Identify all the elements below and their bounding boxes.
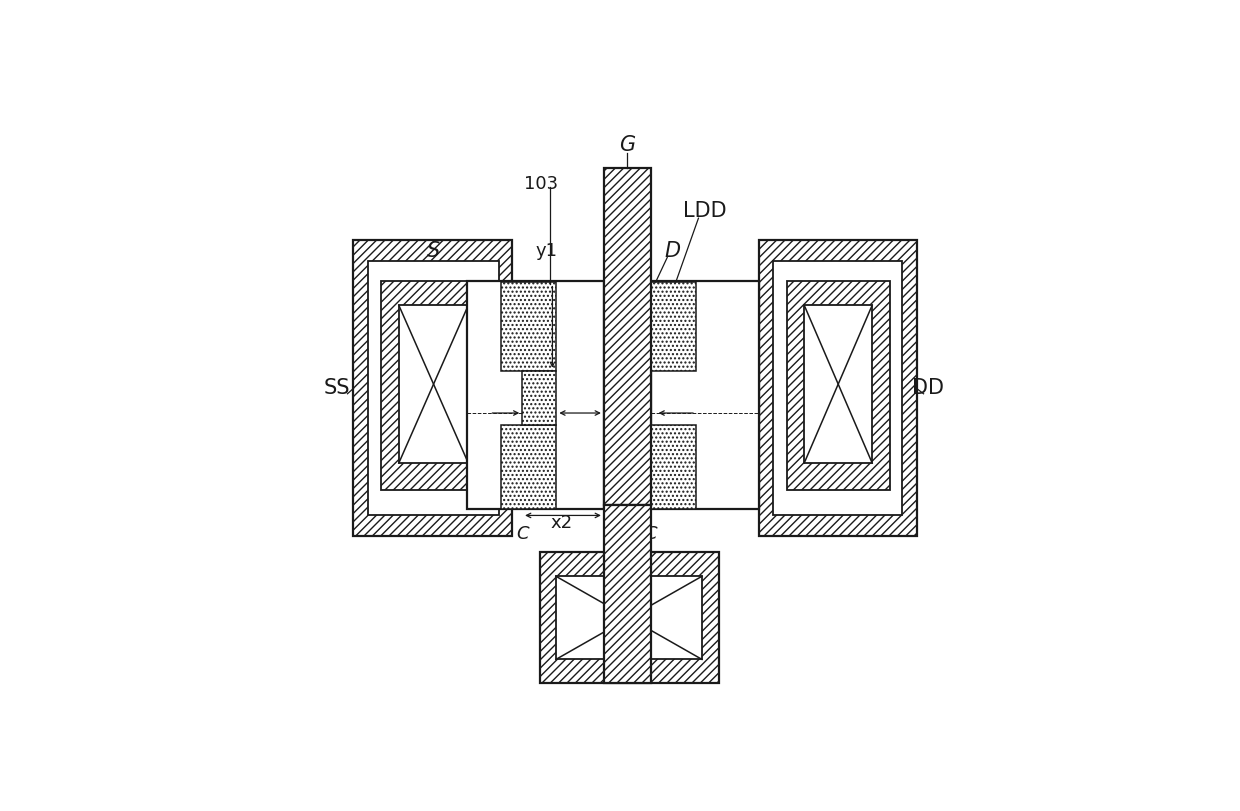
Bar (367, 260, 498, 515)
Text: C: C (516, 525, 528, 543)
Bar (466, 281, 604, 509)
Text: x1: x1 (568, 397, 590, 414)
Bar (501, 425, 557, 509)
Text: DD: DD (911, 379, 944, 398)
Bar (773, 260, 903, 515)
Bar (604, 371, 651, 425)
Bar (539, 551, 719, 683)
Bar (604, 505, 651, 683)
Text: B: B (484, 404, 496, 422)
Bar (759, 240, 916, 536)
Bar (805, 305, 872, 463)
Bar (399, 305, 469, 463)
Text: 103: 103 (523, 174, 558, 192)
Bar (353, 240, 512, 536)
Bar (556, 577, 702, 659)
Text: LDD: LDD (683, 201, 727, 221)
Bar (501, 282, 557, 371)
Text: D: D (665, 242, 681, 261)
Text: x2: x2 (551, 514, 573, 532)
Bar (604, 168, 651, 505)
Bar (381, 281, 485, 490)
Text: B: B (704, 404, 717, 422)
Text: C: C (645, 525, 657, 543)
Text: SS: SS (324, 379, 351, 398)
Bar (786, 281, 890, 490)
Text: y1: y1 (536, 242, 557, 260)
Bar (651, 281, 759, 509)
Text: G: G (619, 135, 635, 155)
Bar (604, 282, 696, 371)
Bar (522, 371, 557, 425)
Text: S: S (427, 242, 440, 261)
Bar (604, 425, 696, 509)
